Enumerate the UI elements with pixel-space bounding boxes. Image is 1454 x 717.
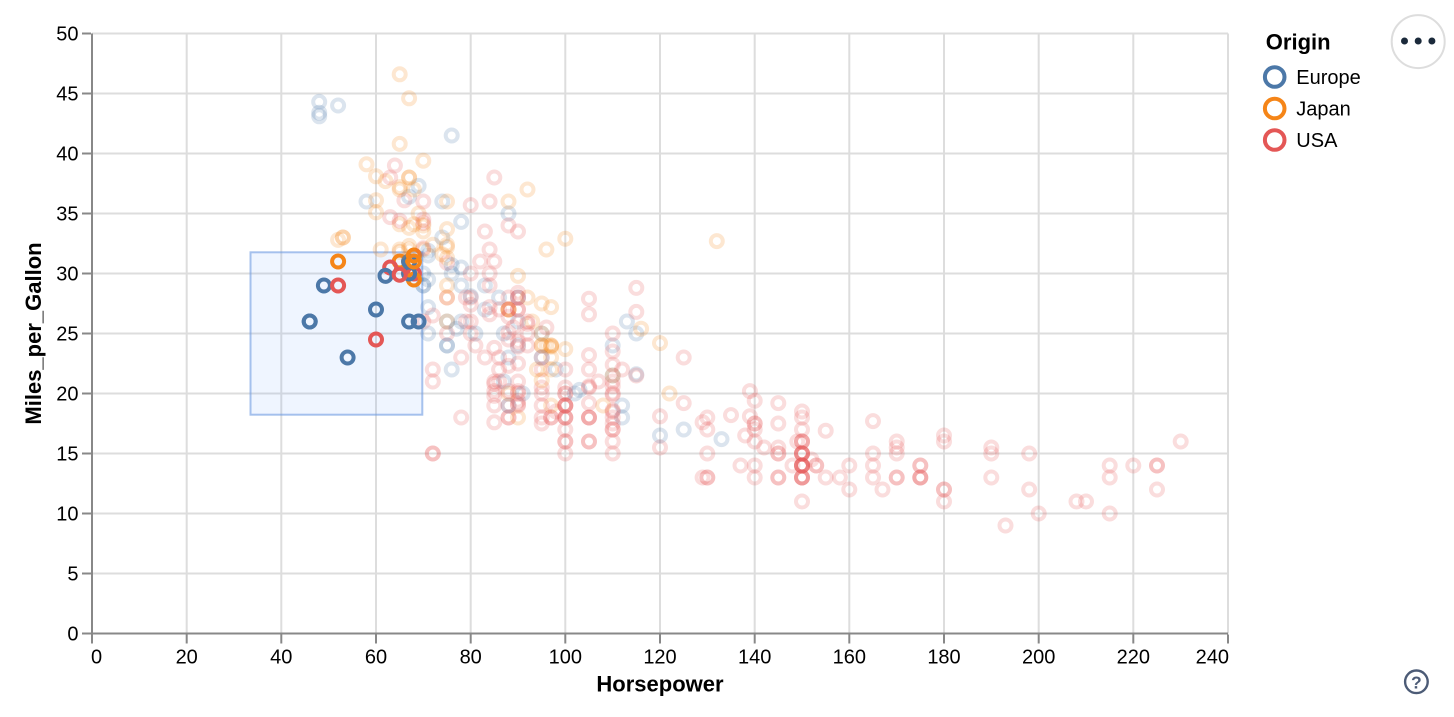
svg-text:10: 10	[56, 504, 78, 526]
svg-text:100: 100	[549, 647, 582, 669]
svg-text:240: 240	[1196, 647, 1229, 669]
svg-text:Miles_per_Gallon: Miles_per_Gallon	[21, 242, 46, 424]
svg-text:40: 40	[56, 144, 78, 166]
svg-text:0: 0	[91, 647, 102, 669]
svg-text:220: 220	[1117, 647, 1150, 669]
svg-text:Japan: Japan	[1296, 99, 1351, 121]
svg-text:50: 50	[56, 24, 78, 46]
svg-text:25: 25	[56, 324, 78, 346]
svg-text:160: 160	[833, 647, 866, 669]
svg-text:USA: USA	[1296, 130, 1338, 152]
svg-text:35: 35	[56, 204, 78, 226]
svg-text:140: 140	[738, 647, 771, 669]
svg-text:200: 200	[1022, 647, 1055, 669]
svg-text:40: 40	[270, 647, 292, 669]
svg-text:?: ?	[1411, 673, 1422, 693]
svg-text:Europe: Europe	[1296, 67, 1361, 89]
svg-text:15: 15	[56, 444, 78, 466]
svg-text:180: 180	[927, 647, 960, 669]
svg-text:80: 80	[460, 647, 482, 669]
svg-text:120: 120	[643, 647, 676, 669]
svg-text:45: 45	[56, 84, 78, 106]
svg-text:20: 20	[56, 384, 78, 406]
svg-text:60: 60	[365, 647, 387, 669]
svg-text:Origin: Origin	[1266, 30, 1331, 55]
svg-text:0: 0	[67, 624, 78, 646]
svg-text:5: 5	[67, 564, 78, 586]
svg-text:30: 30	[56, 264, 78, 286]
svg-text:Horsepower: Horsepower	[596, 672, 724, 697]
svg-text:20: 20	[176, 647, 198, 669]
